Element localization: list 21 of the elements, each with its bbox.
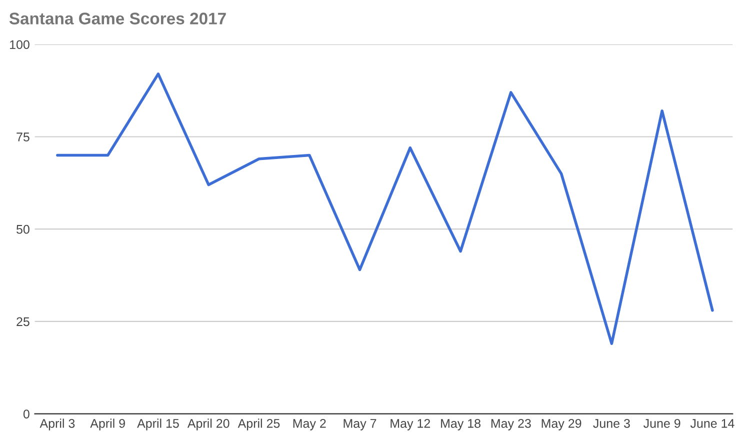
x-tick-label: June 9 [643,419,680,428]
x-tick-label: April 15 [137,418,179,430]
chart-title: Santana Game Scores 2017 [9,12,226,24]
y-tick-label: 75 [16,132,30,142]
x-tick-label: May 12 [390,419,430,430]
x-tick-label: April 25 [238,418,280,430]
x-tick-label: April 3 [40,418,75,430]
y-tick-label: 0 [23,410,30,418]
line-series [56,72,714,346]
x-tick-label: May 2 [293,419,326,430]
y-tick-label: 25 [16,317,30,326]
x-tick-label: May 29 [542,419,582,430]
x-tick-label: May 7 [344,419,376,430]
y-tick-label: 100 [10,40,30,50]
x-tick-label: June 14 [690,419,734,428]
x-tick-label: June 3 [593,419,630,428]
x-tick-label: April 20 [187,418,230,430]
y-tick-label: 50 [16,224,30,234]
x-tick-label: May 23 [491,419,531,430]
x-tick-label: May 18 [441,419,480,430]
x-tick-label: April 9 [90,418,125,430]
